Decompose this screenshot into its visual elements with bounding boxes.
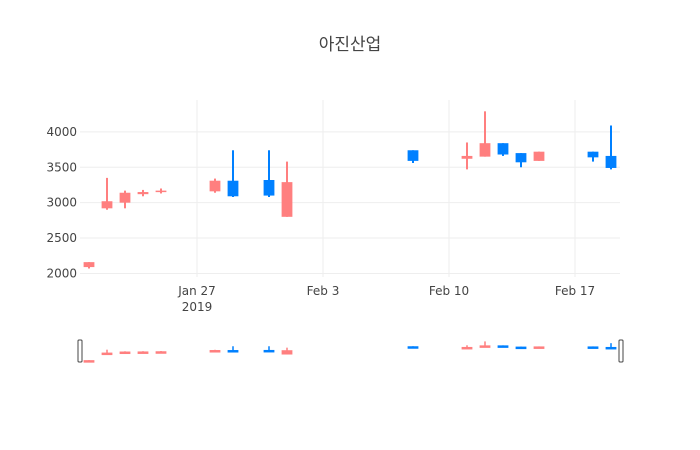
x-tick-sublabel: 2019 — [182, 300, 213, 314]
x-tick-label: Feb 3 — [307, 284, 340, 298]
slider-candle — [137, 351, 149, 354]
candle[interactable] — [515, 153, 527, 168]
x-tick-label: Feb 10 — [429, 284, 469, 298]
candle[interactable] — [155, 188, 167, 194]
slider-candle — [497, 345, 509, 348]
candle[interactable] — [461, 142, 473, 170]
candle-body — [461, 155, 473, 159]
y-tick-label: 3500 — [46, 160, 77, 174]
candle-body — [119, 192, 131, 203]
candle-body — [587, 151, 599, 158]
slider-candle — [533, 346, 545, 349]
candle[interactable] — [227, 150, 239, 197]
candle-body — [407, 150, 419, 161]
candle-body — [209, 180, 221, 192]
x-tick-label: Feb 17 — [555, 284, 595, 298]
slider-candle — [605, 343, 617, 350]
y-tick-label: 3000 — [46, 196, 77, 210]
chart-title: 아진산업 — [319, 35, 382, 55]
candle-body — [101, 201, 113, 209]
slider-candle-body — [83, 360, 95, 363]
candles[interactable] — [83, 111, 617, 269]
candle[interactable] — [533, 151, 545, 161]
grid-lines — [80, 100, 620, 277]
slider-candle-body — [263, 349, 275, 353]
slider-candle — [407, 346, 419, 349]
slider-candle-body — [137, 351, 149, 354]
candle[interactable] — [263, 150, 275, 197]
y-tick-label: 4000 — [46, 125, 77, 139]
slider-candle-body — [119, 351, 131, 355]
candle-body — [497, 143, 509, 155]
candle[interactable] — [119, 190, 131, 209]
slider-candle — [101, 349, 113, 356]
range-slider-right-handle[interactable] — [618, 339, 624, 363]
candle-body — [263, 180, 275, 196]
axis-labels: 2000 2500 3000 3500 4000 Jan 27 2019 Feb 3 Feb 1… — [46, 125, 595, 314]
slider-candle-body — [407, 346, 419, 349]
slider-candle-body — [461, 346, 473, 350]
slider-candle-body — [155, 351, 167, 354]
slider-candle — [119, 351, 131, 355]
y-tick-label: 2500 — [46, 231, 77, 245]
candle[interactable] — [101, 177, 113, 210]
candle[interactable] — [83, 262, 95, 269]
slider-candle-body — [281, 350, 293, 355]
candle[interactable] — [137, 189, 149, 197]
candle[interactable] — [407, 150, 419, 164]
slider-candle — [83, 360, 95, 363]
slider-candle-body — [515, 346, 527, 350]
slider-candle-body — [605, 346, 617, 350]
candle-body — [515, 153, 527, 163]
candle-body — [479, 143, 491, 157]
candle[interactable] — [605, 125, 617, 170]
slider-candle — [587, 346, 599, 349]
slider-candle-body — [479, 345, 491, 348]
slider-candle — [461, 345, 473, 350]
slider-candle — [227, 346, 239, 353]
candle-body — [83, 262, 95, 268]
slider-candle — [263, 346, 275, 353]
slider-candle — [209, 349, 221, 353]
slider-candle-body — [533, 346, 545, 349]
candle-body — [281, 182, 293, 217]
candle[interactable] — [497, 143, 509, 156]
slider-candle — [155, 351, 167, 354]
candle-body — [605, 155, 617, 168]
range-slider[interactable] — [77, 339, 624, 363]
slider-candle-body — [101, 352, 113, 356]
slider-candle-body — [227, 350, 239, 353]
candle[interactable] — [587, 151, 599, 162]
slider-candle-body — [587, 346, 599, 349]
slider-candle — [515, 346, 527, 350]
x-tick-label: Jan 27 — [177, 284, 216, 298]
candle-body — [227, 180, 239, 197]
slider-candle — [479, 341, 491, 348]
candle-body — [137, 192, 149, 195]
range-slider-left-handle[interactable] — [77, 339, 83, 363]
slider-candle-body — [497, 345, 509, 348]
candle[interactable] — [281, 161, 293, 217]
candle[interactable] — [209, 178, 221, 193]
candle-body — [533, 151, 545, 161]
candle[interactable] — [479, 111, 491, 157]
slider-candle-body — [209, 350, 221, 353]
slider-candle — [281, 347, 293, 355]
y-tick-label: 2000 — [46, 266, 77, 280]
candle-body — [155, 190, 167, 193]
